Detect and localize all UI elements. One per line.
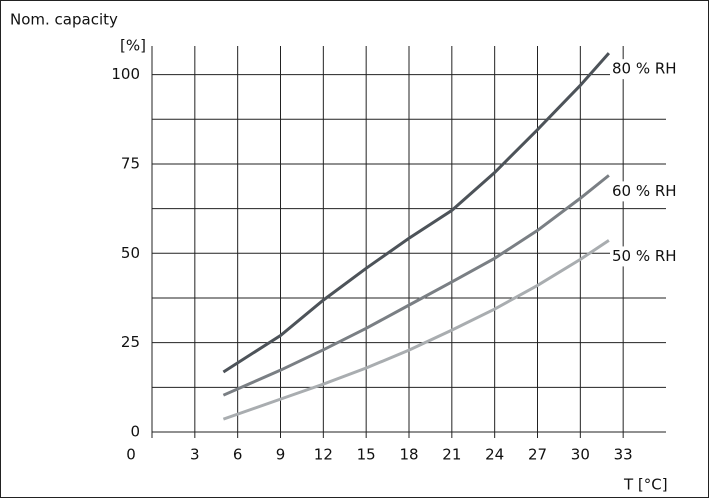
x-tick-label: 0 (126, 446, 136, 464)
x-tick-label: 12 (314, 446, 333, 464)
y-tick-label: 25 (121, 333, 140, 351)
series-line (222, 239, 610, 421)
x-tick-label: 18 (399, 446, 418, 464)
y-tick-label: 75 (121, 154, 140, 172)
series-line (222, 174, 610, 397)
series-label: 80 % RH (612, 60, 677, 78)
x-tick-label: 27 (528, 446, 547, 464)
label-bg (610, 181, 666, 202)
y-unit: [%] (120, 37, 146, 55)
y-tick-label: 100 (111, 65, 140, 83)
x-tick-label: 33 (614, 446, 633, 464)
x-tick-label: 21 (442, 446, 461, 464)
x-tick-label: 15 (357, 446, 376, 464)
x-tick-label: 30 (571, 446, 590, 464)
series-label: 60 % RH (612, 182, 677, 200)
x-axis-label: T [°C] (623, 476, 668, 494)
label-bg (610, 59, 666, 80)
series-label: 50 % RH (612, 247, 677, 265)
x-tick-label: 6 (233, 446, 243, 464)
label-bg (610, 246, 666, 267)
series-line (222, 52, 611, 374)
y-tick-label: 0 (130, 423, 140, 441)
x-tick-label: 3 (190, 446, 200, 464)
x-tick-label: 9 (276, 446, 286, 464)
chart-title: Nom. capacity (10, 11, 118, 29)
y-tick-label: 50 (121, 244, 140, 262)
x-tick-label: 24 (485, 446, 504, 464)
